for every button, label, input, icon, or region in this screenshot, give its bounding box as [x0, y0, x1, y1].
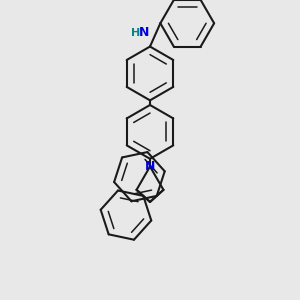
Text: H: H [131, 28, 140, 38]
Text: N: N [145, 160, 155, 173]
Text: N: N [139, 26, 149, 39]
